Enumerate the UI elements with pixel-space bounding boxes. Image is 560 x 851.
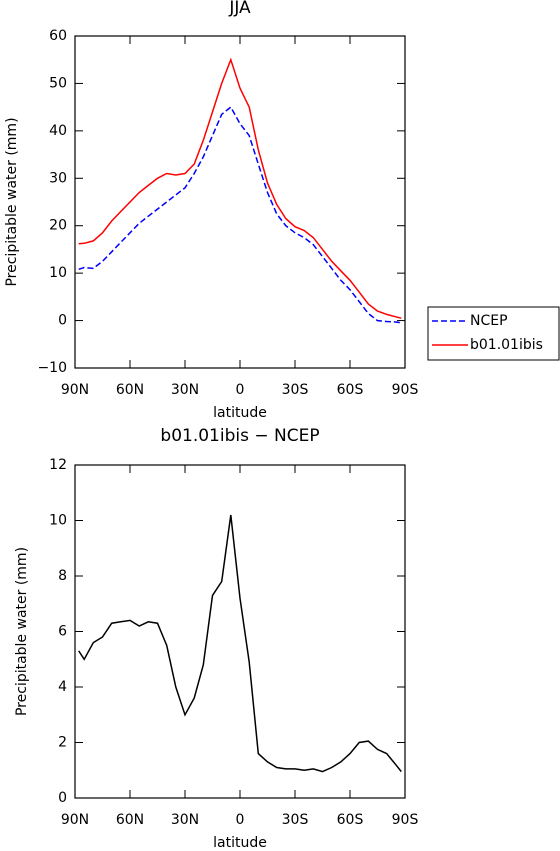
y-tick-label: 60 [49,28,67,44]
y-axis-label: Precipitable water (mm) [4,117,20,286]
y-tick-label: 6 [58,624,67,640]
data-line [78,514,402,773]
x-tick-label: 0 [236,382,245,398]
y-tick-label: 0 [58,313,67,329]
x-tick-label: 90S [392,382,419,398]
y-tick-label: 10 [49,265,67,281]
y-axis-label: Precipitable water (mm) [14,547,30,716]
chart-title: JJA [228,0,251,18]
x-tick-label: 60S [337,382,364,398]
x-tick-label: 90N [61,382,89,398]
x-tick-label: 60S [337,812,364,828]
x-axis-label: latitude [213,835,267,851]
data-line [78,105,402,324]
x-tick-label: 60N [116,812,144,828]
y-tick-label: 30 [49,170,67,186]
y-tick-label: 12 [49,457,67,473]
x-tick-label: 30S [282,812,309,828]
x-tick-label: 90N [61,812,89,828]
y-tick-label: 4 [58,679,67,695]
y-tick-label: 50 [49,75,67,91]
legend-label: NCEP [470,313,508,329]
y-tick-label: 20 [49,218,67,234]
data-line [78,57,402,319]
x-tick-label: 30N [171,812,199,828]
x-tick-label: 30N [171,382,199,398]
plot-frame [74,35,406,369]
legend-box [427,306,560,361]
x-axis-label: latitude [213,405,267,421]
chart-title: b01.01ibis − NCEP [160,426,319,446]
y-tick-label: 0 [58,790,67,806]
legend-label: b01.01ibis [470,337,543,353]
x-tick-label: 0 [236,812,245,828]
plot-frame [74,464,406,799]
x-tick-label: 30S [282,382,309,398]
x-tick-label: 90S [392,812,419,828]
y-tick-label: 10 [49,513,67,529]
y-tick-label: −10 [37,360,67,376]
x-tick-label: 60N [116,382,144,398]
y-tick-label: 40 [49,123,67,139]
y-tick-label: 2 [58,735,67,751]
y-tick-label: 8 [58,568,67,584]
